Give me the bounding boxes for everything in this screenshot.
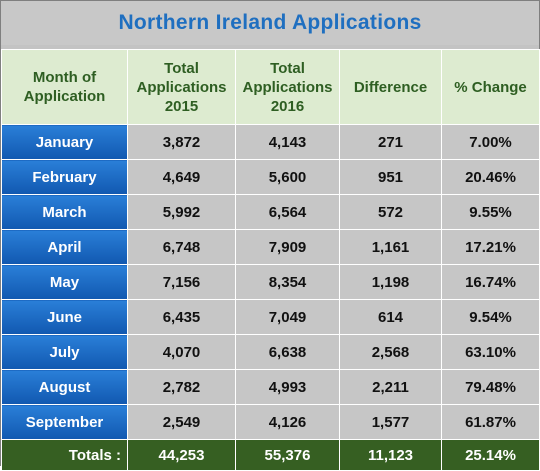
row-2016: 6,638 <box>235 334 340 370</box>
row-month: May <box>1 264 128 300</box>
row-2016: 7,049 <box>235 299 340 335</box>
row-month: March <box>1 194 128 230</box>
row-2015: 4,070 <box>127 334 236 370</box>
row-2015: 7,156 <box>127 264 236 300</box>
row-difference: 271 <box>339 124 442 160</box>
row-month: January <box>1 124 128 160</box>
header-change: % Change <box>441 49 540 125</box>
header-row: Month of Application Total Applications … <box>1 49 540 125</box>
header-total-2016: Total Applications 2016 <box>235 49 340 125</box>
row-change: 20.46% <box>441 159 540 195</box>
row-change: 9.55% <box>441 194 540 230</box>
row-month: April <box>1 229 128 265</box>
row-change: 16.74% <box>441 264 540 300</box>
table-row: September 2,549 4,126 1,577 61.87% <box>1 404 540 440</box>
header-total-2016-line2: Applications <box>242 78 333 96</box>
row-month: August <box>1 369 128 405</box>
table-row: January 3,872 4,143 271 7.00% <box>1 124 540 160</box>
table-title: Northern Ireland Applications <box>1 1 539 45</box>
table-row: May 7,156 8,354 1,198 16.74% <box>1 264 540 300</box>
row-difference: 1,577 <box>339 404 442 440</box>
row-change: 61.87% <box>441 404 540 440</box>
row-2015: 5,992 <box>127 194 236 230</box>
row-month: February <box>1 159 128 195</box>
row-change: 7.00% <box>441 124 540 160</box>
row-2016: 4,993 <box>235 369 340 405</box>
row-month: September <box>1 404 128 440</box>
header-total-2016-line3: 2016 <box>270 97 305 115</box>
row-difference: 572 <box>339 194 442 230</box>
row-2016: 7,909 <box>235 229 340 265</box>
applications-table: Month of Application Total Applications … <box>1 49 540 471</box>
table-row: April 6,748 7,909 1,161 17.21% <box>1 229 540 265</box>
row-difference: 1,198 <box>339 264 442 300</box>
row-change: 17.21% <box>441 229 540 265</box>
row-2015: 4,649 <box>127 159 236 195</box>
header-month-line2: Application <box>23 88 106 105</box>
row-2016: 4,143 <box>235 124 340 160</box>
table-row: June 6,435 7,049 614 9.54% <box>1 299 540 335</box>
header-difference: Difference <box>339 49 442 125</box>
row-2016: 6,564 <box>235 194 340 230</box>
header-total-2015-line2: Applications <box>136 78 227 96</box>
row-2016: 8,354 <box>235 264 340 300</box>
table-row: August 2,782 4,993 2,211 79.48% <box>1 369 540 405</box>
row-2015: 3,872 <box>127 124 236 160</box>
row-2016: 4,126 <box>235 404 340 440</box>
row-2016: 5,600 <box>235 159 340 195</box>
row-difference: 2,568 <box>339 334 442 370</box>
row-change: 79.48% <box>441 369 540 405</box>
header-month: Month of Application <box>1 49 128 125</box>
header-total-2016-line1: Total <box>270 59 305 77</box>
header-month-line1: Month of <box>32 69 97 86</box>
row-change: 9.54% <box>441 299 540 335</box>
row-2015: 6,748 <box>127 229 236 265</box>
header-total-2015: Total Applications 2015 <box>127 49 236 125</box>
row-change: 63.10% <box>441 334 540 370</box>
row-difference: 614 <box>339 299 442 335</box>
row-2015: 6,435 <box>127 299 236 335</box>
row-difference: 1,161 <box>339 229 442 265</box>
row-month: June <box>1 299 128 335</box>
header-total-2015-line1: Total <box>164 59 199 77</box>
table-row: February 4,649 5,600 951 20.46% <box>1 159 540 195</box>
row-difference: 2,211 <box>339 369 442 405</box>
row-2015: 2,782 <box>127 369 236 405</box>
row-difference: 951 <box>339 159 442 195</box>
row-month: July <box>1 334 128 370</box>
header-total-2015-line3: 2015 <box>164 97 199 115</box>
row-2015: 2,549 <box>127 404 236 440</box>
table-row: March 5,992 6,564 572 9.55% <box>1 194 540 230</box>
table-row: July 4,070 6,638 2,568 63.10% <box>1 334 540 370</box>
